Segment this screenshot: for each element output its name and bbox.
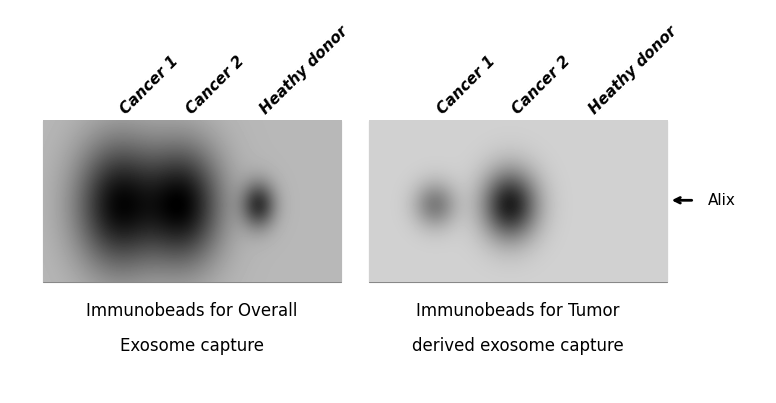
Bar [369,121,667,282]
Text: Immunobeads for Tumor: Immunobeads for Tumor [416,302,620,320]
Text: Cancer 1: Cancer 1 [435,53,498,117]
Text: Heathy donor: Heathy donor [587,23,680,117]
Text: Immunobeads for Overall: Immunobeads for Overall [86,302,298,320]
Text: Alix: Alix [708,193,736,208]
Text: Cancer 2: Cancer 2 [183,53,247,117]
Text: Cancer 2: Cancer 2 [509,53,573,117]
Bar [43,121,341,282]
Text: Cancer 1: Cancer 1 [117,53,181,117]
Text: Exosome capture: Exosome capture [120,337,264,355]
Text: derived exosome capture: derived exosome capture [412,337,624,355]
Text: Heathy donor: Heathy donor [258,23,351,117]
